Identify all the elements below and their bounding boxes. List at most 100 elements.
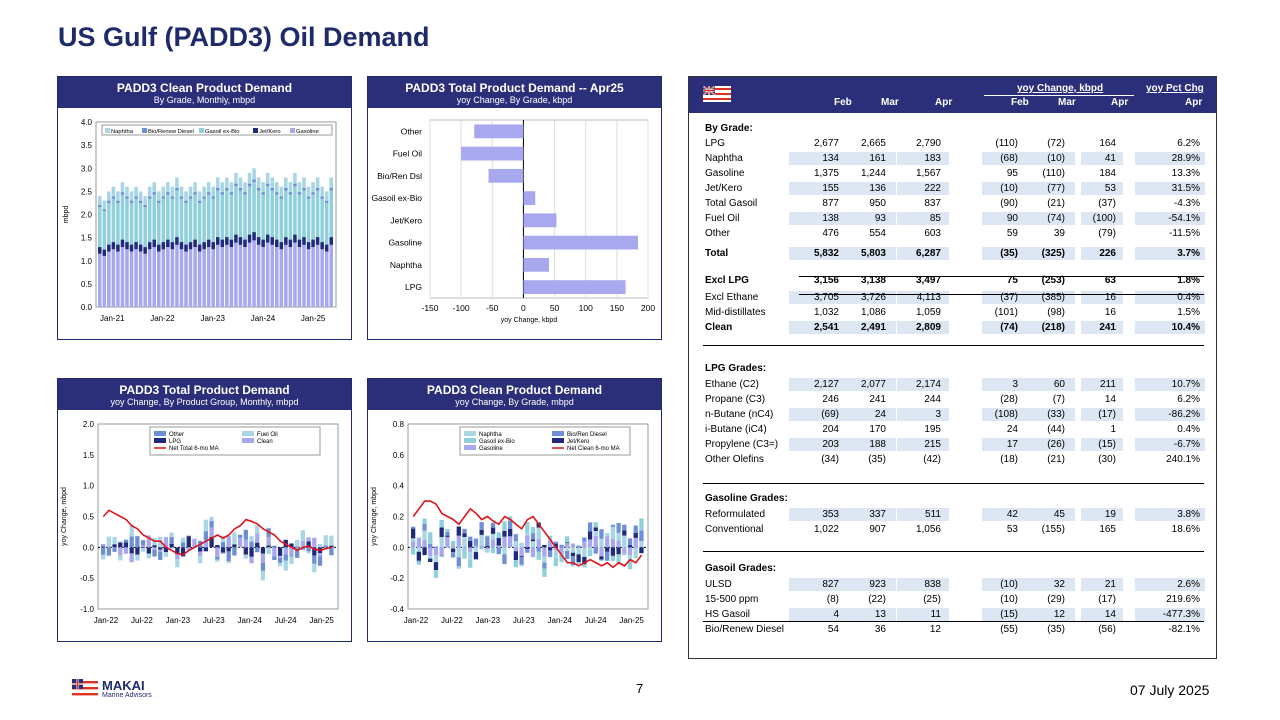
chart-panel-clean-demand: PADD3 Clean Product Demand By Grade, Mon…: [57, 76, 352, 340]
cell-value: (155): [1041, 524, 1065, 535]
legend-label: Gasoil ex-Bio: [479, 439, 515, 445]
bar-segment: [107, 191, 111, 201]
row-highlight: [789, 608, 851, 621]
bar-segment: [118, 541, 123, 543]
cell-value: 165: [1099, 524, 1116, 535]
x-tick-label: -100: [453, 303, 470, 313]
bar-segment: [120, 192, 125, 195]
bar-segment: [234, 186, 238, 235]
bar-segment: [622, 524, 627, 531]
bar-segment: [570, 565, 576, 567]
bar-segment: [324, 191, 329, 201]
x-tick-label: 200: [641, 303, 655, 313]
bar-segment: [593, 522, 598, 528]
bar-segment: [329, 190, 334, 238]
bar-segment: [169, 532, 174, 538]
bar-segment: [256, 244, 261, 307]
x-tick-label: 150: [610, 303, 624, 313]
bar-segment: [306, 186, 311, 197]
bar-segment: [422, 547, 427, 556]
cell-value: 950: [869, 198, 886, 209]
bar-segment: [161, 186, 166, 197]
bar-segment: [111, 198, 116, 243]
bar-segment: [169, 547, 174, 549]
bar-segment: [519, 556, 524, 565]
bar-segment: [279, 198, 284, 243]
bar-segment: [186, 536, 191, 548]
bar-segment: [587, 550, 593, 557]
section-heading: Gasoil Grades:: [689, 561, 1216, 576]
bar-segment: [134, 242, 138, 250]
bar-segment: [270, 237, 275, 245]
x-tick-label: Jan-23: [476, 616, 501, 625]
bar-segment: [317, 543, 323, 548]
bar-segment: [490, 533, 496, 540]
bar-segment: [180, 556, 186, 558]
bar-segment: [329, 547, 334, 556]
cell-value: 2,665: [860, 138, 886, 149]
bar-segment: [275, 239, 279, 248]
bar-segment: [605, 536, 610, 548]
y-tick-label: -0.4: [390, 605, 404, 614]
row-label: n-Butane (nC4): [705, 409, 774, 420]
bar-segment: [179, 249, 184, 307]
table-row: Propylene (C3=) 203 188 215 17 (26) (15) -6.7%: [689, 437, 1216, 452]
cell-value: 1.5%: [1177, 307, 1200, 318]
row-highlight: [844, 321, 896, 334]
bar-segment: [576, 545, 581, 548]
bar-segment: [411, 538, 416, 542]
cell-value: 2,127: [813, 379, 839, 390]
legend-swatch: [142, 128, 147, 133]
brand-logo: MAKAI Marine Advisors: [72, 678, 152, 702]
cell-value: 3.8%: [1177, 509, 1200, 520]
bar-segment: [229, 247, 234, 307]
cell-value: 244: [924, 394, 941, 405]
bar-segment: [324, 244, 329, 252]
bar-segment: [170, 242, 175, 250]
cell-value: 188: [869, 439, 886, 450]
bar-segment: [547, 550, 553, 558]
cell-value: 3,156: [813, 275, 839, 286]
bar-segment: [161, 196, 166, 199]
row-highlight: [1135, 247, 1205, 260]
bar-segment: [265, 242, 270, 307]
bar-segment: [166, 182, 170, 193]
bar-segment: [439, 537, 444, 548]
bar-segment: [234, 183, 238, 187]
row-label: Naphtha: [705, 153, 743, 164]
bar-segment: [293, 234, 297, 243]
bar-segment: [496, 532, 501, 539]
row-label: Clean: [705, 322, 733, 333]
bar-segment: [203, 547, 209, 552]
x-tick-label: Jan-24: [251, 314, 276, 323]
cell-value: 90: [1006, 213, 1018, 224]
bar-segment: [203, 519, 209, 532]
y-tick-label: 0.0: [393, 543, 405, 552]
table-row: Jet/Kero 155 136 222 (10) (77) 53 31.5%: [689, 181, 1216, 196]
bar-segment: [215, 547, 220, 557]
bar-segment: [279, 242, 284, 250]
bar-segment: [111, 242, 116, 250]
bar-segment: [220, 547, 226, 553]
bar-segment: [479, 545, 484, 548]
cell-value: (10): [1047, 153, 1065, 164]
bar-segment: [320, 186, 324, 197]
x-tick-label: Jan-24: [548, 616, 573, 625]
y-tick-label: 2.5: [81, 187, 93, 196]
bar-segment: [315, 244, 320, 307]
bar-segment: [152, 549, 157, 557]
bar-segment: [445, 531, 450, 536]
bar-segment: [485, 547, 490, 550]
bar-segment: [605, 533, 610, 537]
bar-segment: [315, 177, 320, 188]
bar-segment: [184, 244, 188, 252]
bar-segment: [295, 539, 300, 547]
bar-segment: [152, 194, 157, 240]
bar-segment: [525, 549, 530, 553]
cell-value: (218): [1041, 322, 1065, 333]
bar-segment: [252, 240, 256, 307]
bar-segment: [211, 249, 216, 307]
bar-segment: [433, 562, 439, 571]
row-label: Gasoline: [705, 168, 745, 179]
category-label: Fuel Oil: [393, 149, 422, 159]
